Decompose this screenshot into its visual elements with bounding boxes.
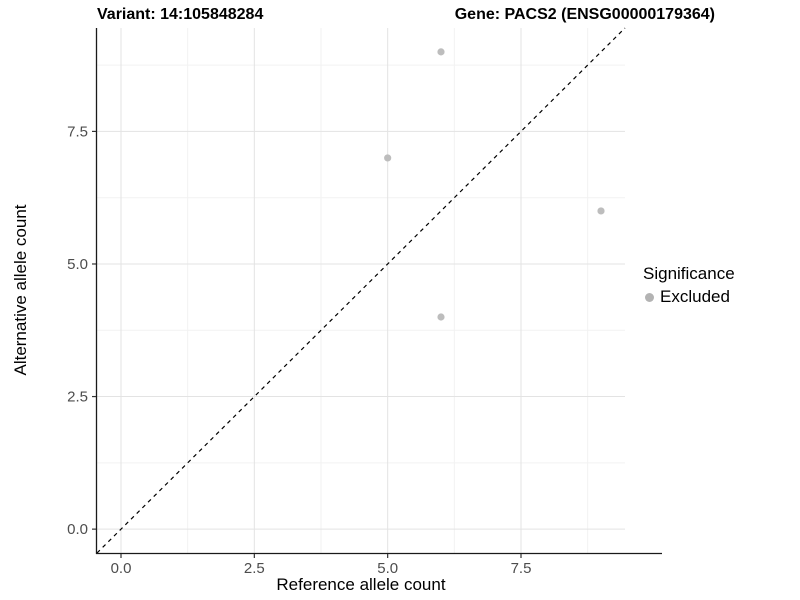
y-tick-label: 5.0 xyxy=(67,256,88,273)
data-point xyxy=(437,313,445,321)
axis-lines xyxy=(95,28,662,555)
x-tick-label: 0.0 xyxy=(111,560,132,577)
legend-title: Significance xyxy=(643,264,735,283)
y-axis-title: Alternative allele count xyxy=(11,204,30,376)
grid-major xyxy=(97,28,625,553)
legend: Significance Excluded xyxy=(643,264,735,307)
legend-item-label: Excluded xyxy=(660,287,730,306)
plot-title: Variant: 14:105848284 Gene: PACS2 (ENSG0… xyxy=(97,6,715,24)
y-tick-label: 2.5 xyxy=(67,389,88,406)
excluded-point-icon xyxy=(645,292,654,302)
x-tick-label: 7.5 xyxy=(511,560,532,577)
gene-title: Gene: PACS2 (ENSG00000179364) xyxy=(454,6,715,23)
x-tick-label: 5.0 xyxy=(377,560,398,577)
data-point xyxy=(597,207,605,215)
y-tick-label: 0.0 xyxy=(67,521,88,538)
data-points xyxy=(384,48,605,321)
x-axis-title: Reference allele count xyxy=(276,575,446,594)
identity-reference-line xyxy=(96,27,626,554)
legend-item-excluded: Excluded xyxy=(643,287,735,307)
variant-title: Variant: 14:105848284 xyxy=(97,6,264,23)
tick-marks xyxy=(92,130,522,558)
tick-labels: 0.0 2.5 5.0 7.5 0.0 2.5 5.0 7.5 xyxy=(67,123,531,577)
y-tick-label: 7.5 xyxy=(67,123,88,140)
data-point xyxy=(384,154,392,162)
x-tick-label: 2.5 xyxy=(244,560,265,577)
data-point xyxy=(437,48,445,56)
grid-minor xyxy=(97,28,625,553)
